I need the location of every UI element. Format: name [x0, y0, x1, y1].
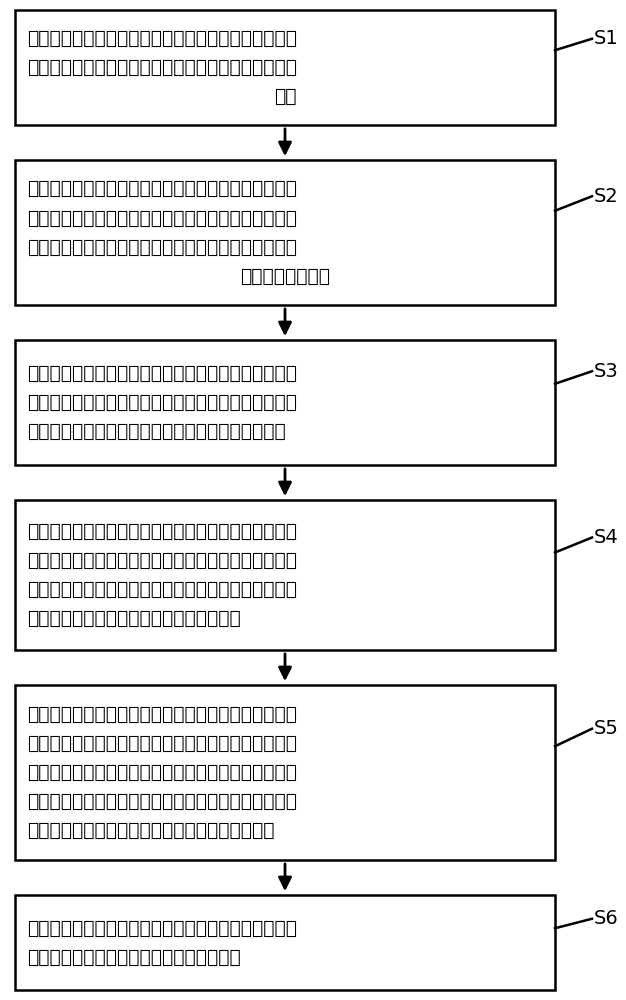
Bar	[15, 500, 555, 650]
Text: 根据所述地球物理工作部署方案进行激发极化扫面测量: 根据所述地球物理工作部署方案进行激发极化扫面测量	[27, 522, 297, 541]
Text: 力测量结果进行布格重力异常分离处理，根据布格重力: 力测量结果进行布格重力异常分离处理，根据布格重力	[27, 208, 297, 227]
Text: S2: S2	[594, 187, 618, 206]
Text: 利用所述工作区构造单元、区域构造断裂以及隐伏岩体: 利用所述工作区构造单元、区域构造断裂以及隐伏岩体	[27, 705, 297, 724]
Text: 方案: 方案	[274, 87, 296, 106]
Text: 率值，根据所述视电阻率值和所述极化率值进一步划分: 率值，根据所述视电阻率值和所述极化率值进一步划分	[27, 580, 297, 599]
Text: 搜集工作区的地质、钻探和物探的资料，根据所述资料: 搜集工作区的地质、钻探和物探的资料，根据所述资料	[27, 29, 297, 48]
Text: 部署方案采用激发极化法和音频大地电磁法对目标地质: 部署方案采用激发极化法和音频大地电磁法对目标地质	[27, 792, 297, 811]
Text: S6: S6	[594, 909, 618, 928]
Bar	[15, 10, 555, 125]
Text: 根据所述目标地质体的深部延展情况，结合目标地质体: 根据所述目标地质体的深部延展情况，结合目标地质体	[27, 918, 297, 937]
Bar	[15, 685, 555, 860]
Text: 法测量结果进行化极磁异常处理得到磁异常数据，根据: 法测量结果进行化极磁异常处理得到磁异常数据，根据	[27, 393, 297, 412]
Text: 根据所述地球物理工作部署方案进行重力测量，并对重: 根据所述地球物理工作部署方案进行重力测量，并对重	[27, 179, 297, 198]
Bar	[15, 160, 555, 305]
Text: ，并根据激发极化扫面测量结果计算视电阻率值和极化: ，并根据激发极化扫面测量结果计算视电阻率值和极化	[27, 551, 297, 570]
Text: 隐伏岩体分布情况: 隐伏岩体分布情况	[240, 267, 330, 286]
Text: 体进行深度测量，确定目标地质体的深部延展情况: 体进行深度测量，确定目标地质体的深部延展情况	[27, 821, 274, 840]
Text: S4: S4	[594, 528, 618, 547]
Text: 根据所述地球物理工作部署方案进行磁法测量，并对磁: 根据所述地球物理工作部署方案进行磁法测量，并对磁	[27, 364, 297, 383]
Text: 异常分离结果划分工作区构造单元、区域断裂构造以及: 异常分离结果划分工作区构造单元、区域断裂构造以及	[27, 238, 297, 257]
Text: 分布情况，所述工作区内断裂构造和磁性异常体，以及: 分布情况，所述工作区内断裂构造和磁性异常体，以及	[27, 734, 297, 753]
Text: S1: S1	[594, 29, 618, 48]
Text: S3: S3	[594, 362, 618, 381]
Bar	[15, 340, 555, 465]
Text: 的地质信息，确定测量区内的成矿有利地段: 的地质信息，确定测量区内的成矿有利地段	[27, 948, 241, 967]
Bar	[15, 895, 555, 990]
Text: 确定所述工作区的地质特征，并制定地球物理工作部署: 确定所述工作区的地质特征，并制定地球物理工作部署	[27, 58, 297, 77]
Text: S5: S5	[594, 719, 619, 738]
Text: 工作区内断裂构造，圈定金属硫化物异常区: 工作区内断裂构造，圈定金属硫化物异常区	[27, 609, 241, 628]
Text: 所述磁异常数据划分工作区内断裂构造和磁性异常体: 所述磁异常数据划分工作区内断裂构造和磁性异常体	[27, 422, 285, 441]
Text: 圈定的所述金属硫化物异常区，根据所述地球物理工作: 圈定的所述金属硫化物异常区，根据所述地球物理工作	[27, 763, 297, 782]
